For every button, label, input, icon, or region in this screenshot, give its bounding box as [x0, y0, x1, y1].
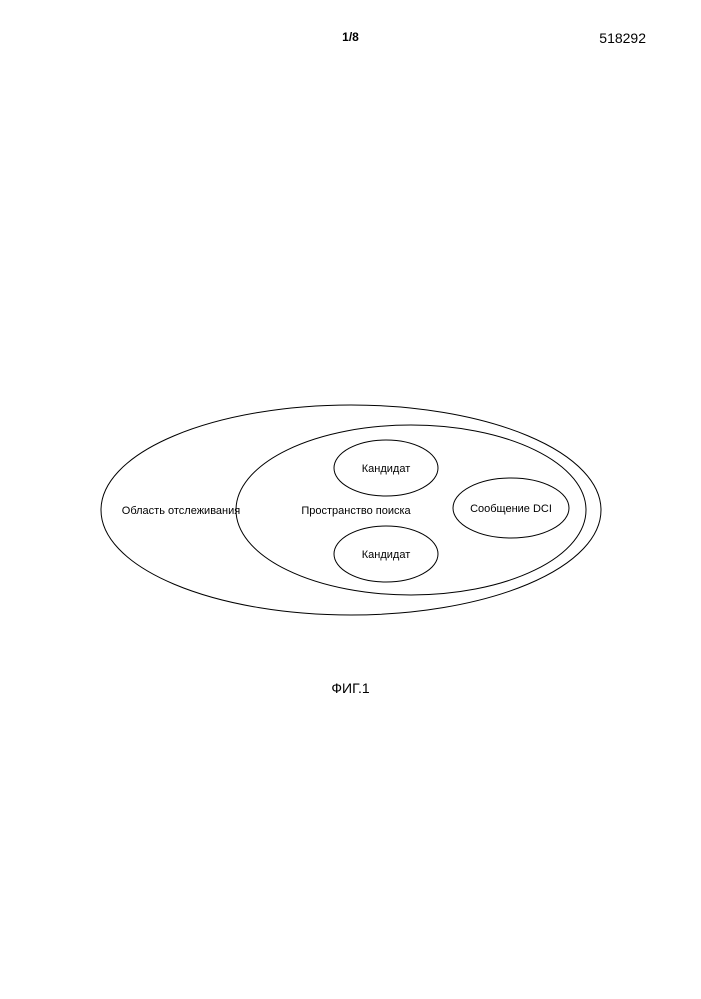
page-root: 1/8 518292 Область отслеживания Пространс…: [0, 0, 701, 999]
search-space-label: Пространство поиска: [301, 505, 411, 517]
candidate-bottom-label: Кандидат: [361, 549, 410, 561]
diagram-container: Область отслеживания Пространство поиска К…: [0, 380, 701, 640]
dci-label: Сообщение DCI: [470, 503, 552, 515]
document-id: 518292: [599, 30, 646, 46]
page-number: 1/8: [0, 30, 701, 44]
candidate-top-label: Кандидат: [361, 463, 410, 475]
nested-ellipse-diagram: Область отслеживания Пространство поиска К…: [91, 380, 611, 640]
outer-label: Область отслеживания: [121, 505, 239, 517]
figure-caption: ФИГ.1: [0, 680, 701, 696]
